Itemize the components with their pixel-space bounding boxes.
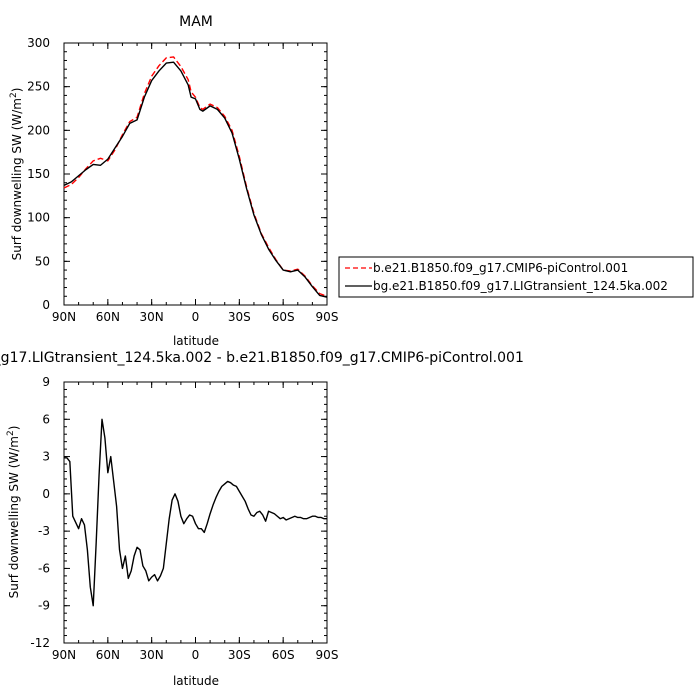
bottom-y-tick-label: 9 bbox=[42, 375, 50, 389]
bottom-y-tick-label: 3 bbox=[42, 450, 50, 464]
bottom-x-tick-label: 60S bbox=[272, 648, 295, 662]
bottom-y-tick-label: 0 bbox=[42, 487, 50, 501]
top-x-tick-label: 90N bbox=[52, 310, 76, 324]
top-x-tick-label: 0 bbox=[192, 310, 200, 324]
bottom-x-axis-label: latitude bbox=[173, 674, 219, 688]
top-y-tick-label: 0 bbox=[42, 298, 50, 312]
legend-label-ligtransient: bg.e21.B1850.f09_g17.LIGtransient_124.5k… bbox=[373, 279, 668, 293]
legend-box bbox=[338, 256, 694, 298]
bottom-y-tick-label: -9 bbox=[38, 599, 50, 613]
bottom-x-tick-label: 90S bbox=[316, 648, 339, 662]
top-plot-area: 90N 60N 30N 0 30S 60S 90S 0 50 100 150 200 250 300 bbox=[27, 36, 338, 324]
bottom-chart-title: bg.e21.B1850.f09_g17.LIGtransient_124.5k… bbox=[0, 350, 524, 366]
top-y-tick-label: 50 bbox=[35, 254, 50, 268]
bottom-x-tick-label: 30S bbox=[228, 648, 251, 662]
bottom-y-tick-label: -12 bbox=[30, 636, 50, 650]
bottom-chart-panel: bg.e21.B1850.f09_g17.LIGtransient_124.5k… bbox=[0, 350, 524, 688]
legend-label-picontrol: b.e21.B1850.f09_g17.CMIP6-piControl.001 bbox=[373, 261, 628, 275]
top-x-tick-label: 30N bbox=[140, 310, 164, 324]
top-x-tick-label: 30S bbox=[228, 310, 251, 324]
top-y-axis-label: Surf downwelling SW (W/m2) bbox=[9, 88, 24, 261]
bottom-plot-area: 90N 60N 30N 0 30S 60S 90S -12 -9 -6 -3 0 3 6 9 bbox=[30, 375, 338, 662]
top-y-tick-label: 250 bbox=[27, 80, 50, 94]
bottom-y-tick-label: 6 bbox=[42, 412, 50, 426]
top-x-axis-label: latitude bbox=[173, 334, 219, 348]
top-series-line-0 bbox=[63, 56, 328, 297]
top-y-tick-label: 200 bbox=[27, 123, 50, 137]
top-y-tick-label: 100 bbox=[27, 211, 50, 225]
top-plot-frame bbox=[63, 42, 328, 306]
bottom-x-tick-label: 90N bbox=[52, 648, 76, 662]
top-chart-title: MAM bbox=[179, 14, 213, 30]
bottom-series-line-0 bbox=[64, 418, 327, 607]
top-y-tick-label: 150 bbox=[27, 167, 50, 181]
top-x-tick-label: 60N bbox=[96, 310, 120, 324]
bottom-y-tick-label: -6 bbox=[38, 561, 50, 575]
top-y-tick-label: 300 bbox=[27, 36, 50, 50]
bottom-x-tick-label: 0 bbox=[192, 648, 200, 662]
bottom-y-axis-label: Surf downwelling SW (W/m2) bbox=[6, 426, 21, 599]
top-chart-panel: MAM 90N 60N 30N 0 30S 60S 90S 0 50 100 150 200 250 30… bbox=[9, 14, 338, 348]
top-x-tick-label: 60S bbox=[272, 310, 295, 324]
bottom-plot-frame bbox=[63, 381, 328, 644]
top-x-tick-label: 90S bbox=[316, 310, 339, 324]
bottom-x-tick-label: 30N bbox=[140, 648, 164, 662]
bottom-y-tick-label: -3 bbox=[38, 524, 50, 538]
bottom-x-tick-label: 60N bbox=[96, 648, 120, 662]
legend: b.e21.B1850.f09_g17.CMIP6-piControl.001 … bbox=[338, 256, 694, 298]
top-series-line-1 bbox=[63, 61, 328, 298]
